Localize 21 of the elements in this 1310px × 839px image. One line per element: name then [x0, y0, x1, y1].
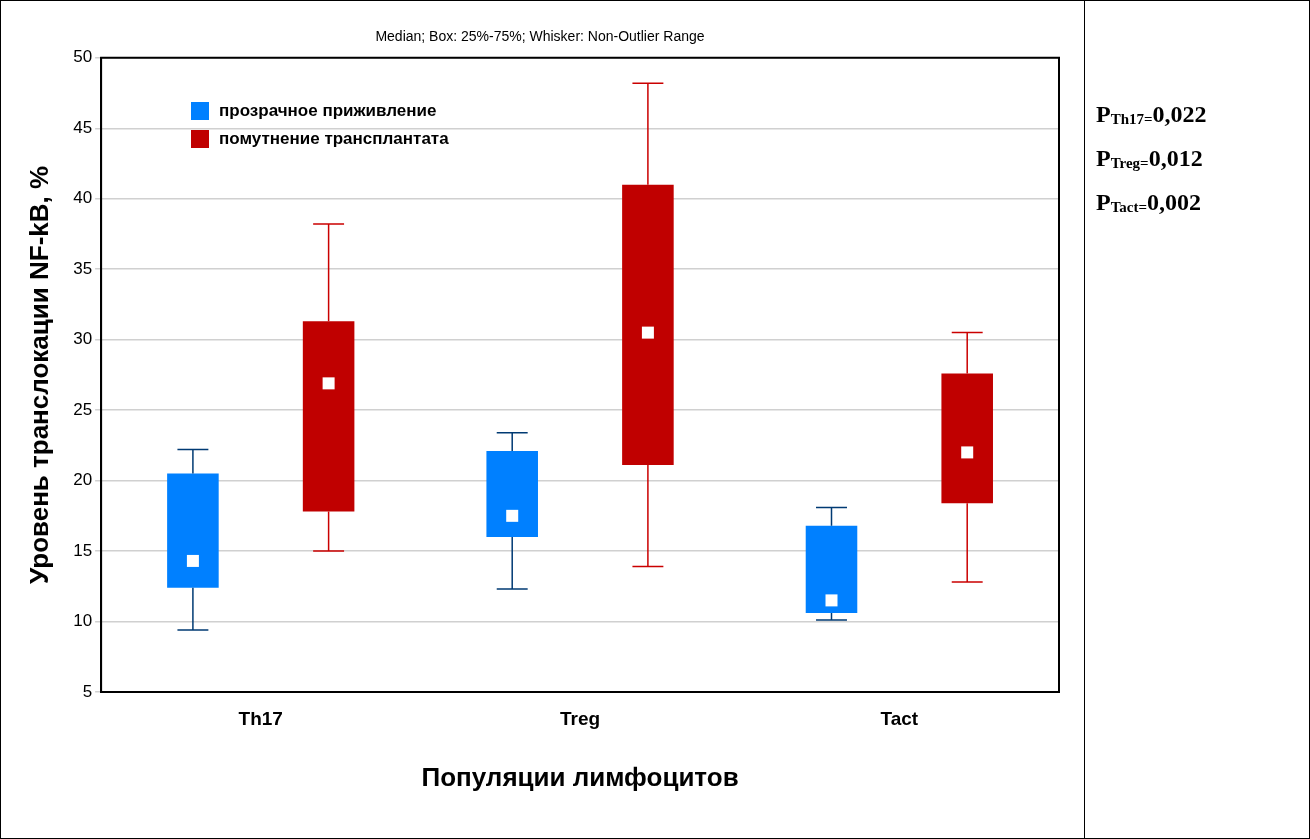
- y-tick-label: 50: [73, 47, 93, 67]
- y-tick-label: 45: [73, 117, 93, 137]
- y-tick-label: 30: [73, 329, 93, 349]
- y-tick-label: 25: [73, 399, 93, 419]
- x-tick-label: Th17: [238, 707, 283, 729]
- chart-title: Median; Box: 25%-75%; Whisker: Non-Outlier Range: [375, 28, 705, 45]
- text: P$_{Treg=}$0,012: [1096, 145, 1204, 172]
- y-tick-label: 10: [73, 611, 93, 631]
- y-tick-label: 5: [82, 681, 93, 701]
- y-tick-label: 15: [73, 540, 93, 560]
- y-tick-label: 20: [73, 470, 93, 490]
- x-tick-label: Treg: [559, 707, 601, 729]
- text: P$_{Tact=}$0,002: [1096, 189, 1202, 216]
- x-tick-label: Tact: [880, 707, 919, 729]
- text: P$_{Th17=}$0,022: [1096, 101, 1207, 128]
- y-tick-label: 35: [73, 258, 93, 278]
- x-axis-title: Популяции лимфоцитов: [421, 761, 739, 792]
- y-tick-label: 40: [73, 188, 93, 208]
- legend-label: помутнение трансплантата: [219, 129, 449, 149]
- legend-label: прозрачное приживление: [219, 101, 437, 121]
- y-axis-title: Уровень транслокации NF-kB, %: [23, 165, 54, 584]
